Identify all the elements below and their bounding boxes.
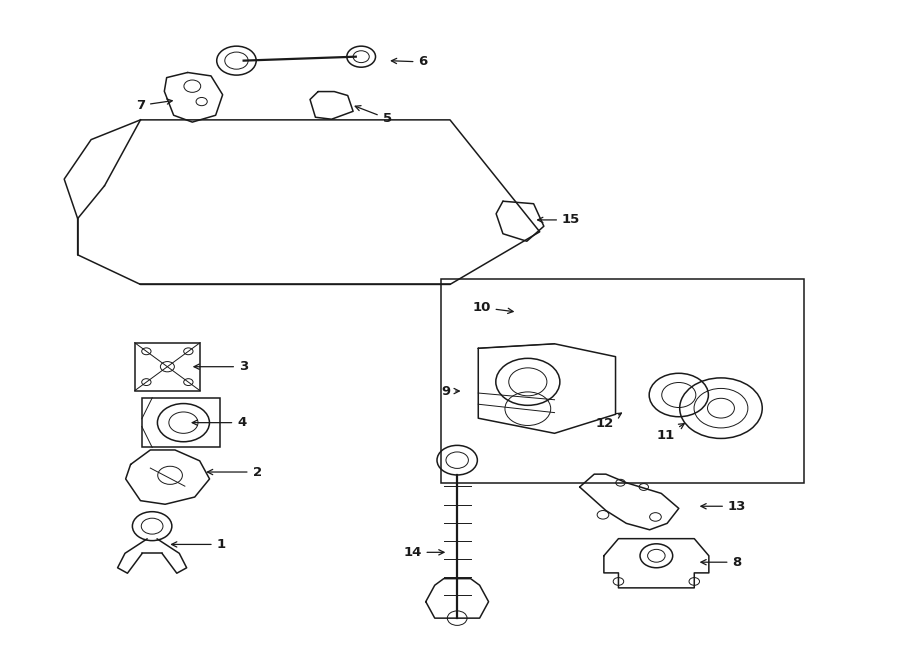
Bar [142, 398, 220, 447]
Text: 11: 11 [656, 424, 684, 442]
Text: 7: 7 [136, 99, 172, 112]
Text: 5: 5 [356, 106, 392, 125]
Text: 8: 8 [701, 556, 742, 568]
Text: 10: 10 [472, 301, 513, 314]
Text: 2: 2 [207, 465, 262, 479]
Text: 4: 4 [193, 416, 247, 429]
Text: 14: 14 [403, 546, 444, 559]
Text: 15: 15 [537, 214, 580, 227]
Text: 13: 13 [701, 500, 746, 513]
Text: 9: 9 [441, 385, 459, 397]
Text: 12: 12 [595, 413, 621, 430]
Text: 3: 3 [194, 360, 248, 373]
Text: 1: 1 [172, 538, 226, 551]
Text: 6: 6 [392, 56, 428, 69]
Bar [441, 279, 805, 483]
Bar [135, 343, 200, 391]
